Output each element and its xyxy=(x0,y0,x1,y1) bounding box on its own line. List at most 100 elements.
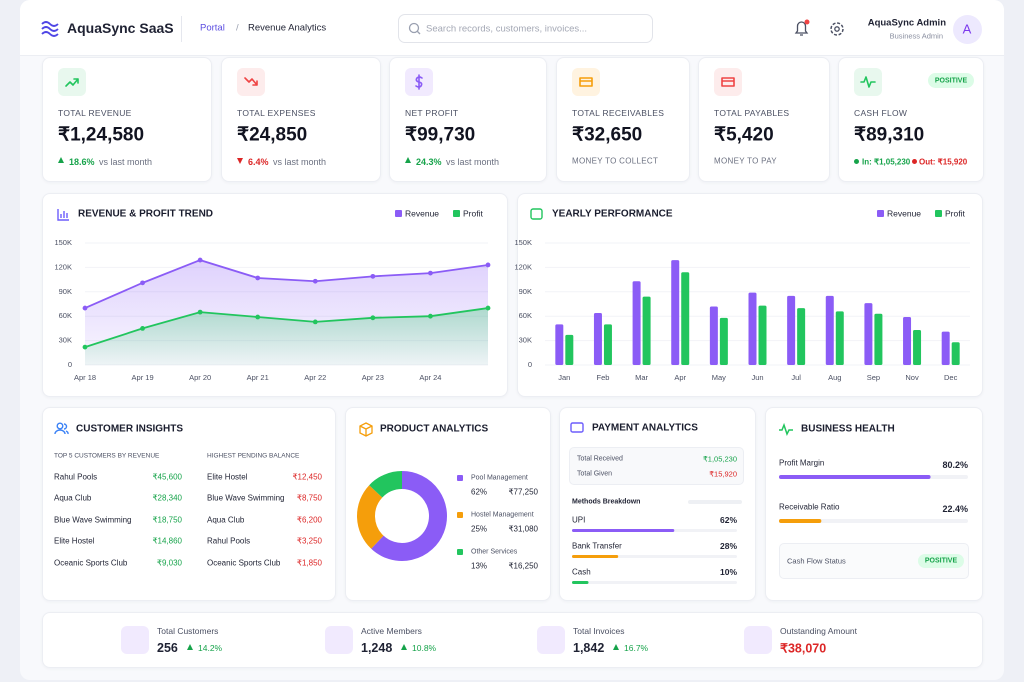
section-title: CUSTOMER INSIGHTS xyxy=(76,423,184,435)
pending-amount: ₹12,450 xyxy=(292,472,322,482)
customer-name: Oceanic Sports Club xyxy=(207,558,281,568)
given-label: Total Given xyxy=(577,470,613,478)
summary-icon xyxy=(121,626,149,654)
breadcrumb-current: Revenue Analytics xyxy=(248,22,327,34)
cash-in: In: ₹1,05,230 xyxy=(862,157,911,167)
kpi-label: TOTAL PAYABLES xyxy=(714,108,790,118)
badge xyxy=(918,554,964,568)
kpi-note: vs last month xyxy=(99,157,153,167)
trend-up xyxy=(405,157,411,163)
divider xyxy=(181,16,182,42)
kpi-icon xyxy=(237,68,265,96)
dot-in xyxy=(854,159,859,164)
summary-label: Active Members xyxy=(361,626,422,636)
legend-label: Pool Management xyxy=(471,474,528,482)
status-label: Cash Flow Status xyxy=(787,556,846,566)
search-placeholder: Search records, customers, invoices... xyxy=(426,23,588,35)
breadcrumb-link: Portal xyxy=(200,22,225,34)
section-title: BUSINESS HEALTH xyxy=(801,423,895,435)
trend-up xyxy=(613,644,619,650)
customer-amount: ₹45,600 xyxy=(152,472,182,482)
customer-name: Elite Hostel xyxy=(54,536,95,546)
customer-amount: ₹9,030 xyxy=(156,558,182,568)
user-role: Business Admin xyxy=(889,31,943,41)
summary-icon xyxy=(537,626,565,654)
summary-change: 10.8% xyxy=(412,643,437,653)
kpi-icon xyxy=(854,68,882,96)
card xyxy=(42,612,983,668)
customer-amount: ₹28,340 xyxy=(152,493,182,503)
customer-name: Rahul Pools xyxy=(207,536,251,546)
pending-amount: ₹1,850 xyxy=(296,558,322,568)
kpi-note: vs last month xyxy=(446,157,500,167)
kpi-note: MONEY TO PAY xyxy=(714,156,777,166)
summary-value: 256 xyxy=(157,641,178,655)
segment-percent: 62% xyxy=(471,487,488,497)
kpi-value: ₹89,310 xyxy=(854,124,925,146)
received-label: Total Received xyxy=(577,455,623,463)
breakdown-title: Methods Breakdown xyxy=(572,498,641,506)
kpi-label: TOTAL RECEIVABLES xyxy=(572,108,665,118)
table-heading: HIGHEST PENDING BALANCE xyxy=(207,452,300,460)
segment-percent: 13% xyxy=(471,561,488,571)
kpi-value: ₹32,650 xyxy=(572,124,643,146)
kpi-value: ₹1,24,580 xyxy=(58,124,145,146)
card xyxy=(559,407,756,601)
kpi-label: TOTAL REVENUE xyxy=(58,108,132,118)
summary-icon xyxy=(325,626,353,654)
badge xyxy=(928,73,974,88)
summary-change: 14.2% xyxy=(198,643,223,653)
kpi-value: ₹24,850 xyxy=(237,124,308,146)
section-title: YEARLY PERFORMANCE xyxy=(552,208,673,220)
segment-amount: ₹77,250 xyxy=(508,487,538,497)
user-name: AquaSync Admin xyxy=(867,17,946,29)
card xyxy=(389,57,547,182)
section-title: REVENUE & PROFIT TREND xyxy=(78,208,214,220)
card xyxy=(42,407,336,601)
metric-name: Profit Margin xyxy=(779,458,825,468)
kpi-label: NET PROFIT xyxy=(405,108,459,118)
pending-amount: ₹6,200 xyxy=(296,515,322,525)
avatar-letter: A xyxy=(962,21,972,37)
summary-change: 16.7% xyxy=(624,643,649,653)
kpi-note: MONEY TO COLLECT xyxy=(572,156,659,166)
segment-amount: ₹31,080 xyxy=(508,524,538,534)
table-heading: TOP 5 CUSTOMERS BY REVENUE xyxy=(54,452,160,460)
section-title: PRODUCT ANALYTICS xyxy=(380,423,489,435)
received-value: ₹1,05,230 xyxy=(703,454,737,464)
dot-out xyxy=(912,159,917,164)
method-name: UPI xyxy=(572,515,586,525)
kpi-change: 24.3% xyxy=(416,157,442,167)
metric-name: Receivable Ratio xyxy=(779,502,840,512)
totals-box xyxy=(569,447,744,485)
kpi-icon xyxy=(58,68,86,96)
trend-up xyxy=(401,644,407,650)
customer-name: Blue Wave Swimming xyxy=(54,515,132,525)
customer-name: Aqua Club xyxy=(54,493,92,503)
customer-name: Rahul Pools xyxy=(54,472,98,482)
method-percent: 28% xyxy=(719,541,737,551)
metric-value: 22.4% xyxy=(942,504,968,514)
pending-amount: ₹8,750 xyxy=(296,493,322,503)
section-title: PAYMENT ANALYTICS xyxy=(592,422,698,434)
summary-icon xyxy=(744,626,772,654)
method-name: Bank Transfer xyxy=(572,541,622,551)
kpi-change: 18.6% xyxy=(69,157,95,167)
kpi-value: ₹99,730 xyxy=(405,124,476,146)
kpi-label: TOTAL EXPENSES xyxy=(237,108,316,118)
trend-up xyxy=(58,157,64,163)
cash-out: Out: ₹15,920 xyxy=(919,157,968,167)
card xyxy=(345,407,551,601)
method-percent: 62% xyxy=(719,515,737,525)
kpi-icon xyxy=(405,68,433,96)
segment-amount: ₹16,250 xyxy=(508,561,538,571)
badge-text: POSITIVE xyxy=(934,77,968,85)
legend-label: Hostel Management xyxy=(471,511,534,519)
customer-name: Aqua Club xyxy=(207,515,245,525)
summary-label: Outstanding Amount xyxy=(780,626,858,636)
trend-down xyxy=(237,158,243,164)
kpi-value: ₹5,420 xyxy=(714,124,774,146)
method-percent: 10% xyxy=(719,567,737,577)
card xyxy=(42,193,508,397)
